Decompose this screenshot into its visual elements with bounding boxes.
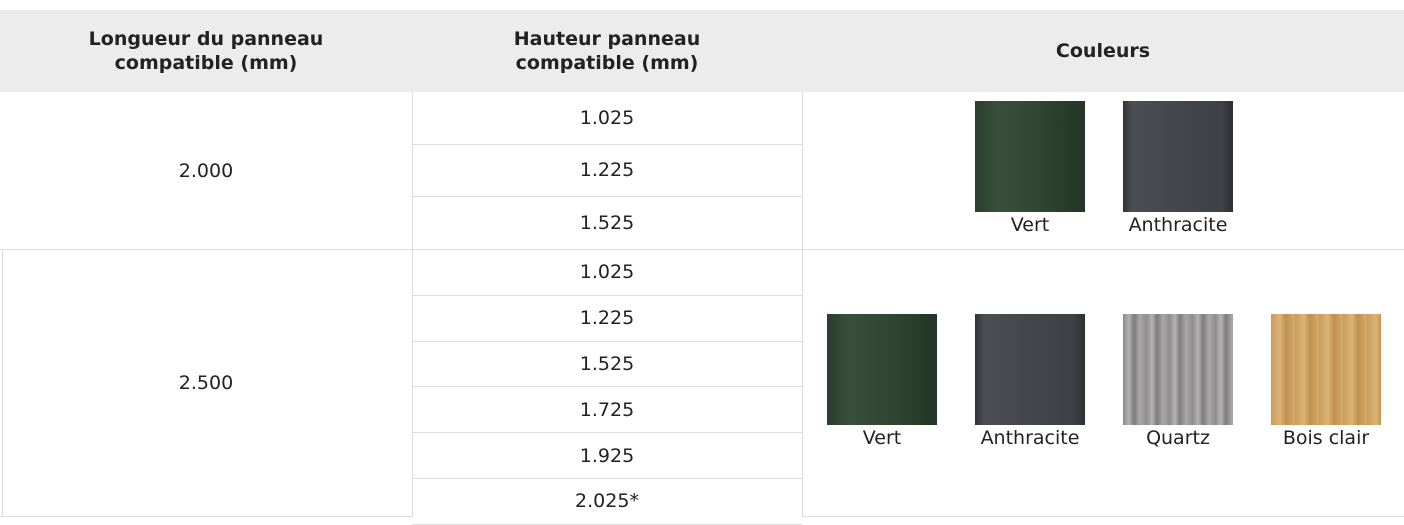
height-cell: 1.925 — [412, 433, 802, 479]
header-cell: Longueur du panneau compatible (mm) — [0, 10, 412, 92]
height-cell: 1.225 — [412, 296, 802, 342]
color-swatch — [1123, 314, 1233, 425]
color-label: Quartz — [1103, 427, 1253, 453]
color-swatch — [975, 101, 1085, 212]
color-swatch — [1271, 314, 1381, 425]
color-swatch — [975, 314, 1085, 425]
color-label: Vert — [955, 214, 1105, 240]
left-border — [2, 250, 3, 517]
color-label: Vert — [807, 427, 957, 453]
height-cell: 1.525 — [412, 197, 802, 250]
height-cell: 1.025 — [412, 92, 802, 145]
color-label: Anthracite — [955, 427, 1105, 453]
height-cell: 2.025* — [412, 479, 802, 525]
color-label: Bois clair — [1251, 427, 1401, 453]
column-divider — [412, 92, 413, 517]
height-cell: 1.525 — [412, 342, 802, 388]
color-swatch — [1123, 101, 1233, 212]
length-cell: 2.500 — [0, 250, 412, 517]
height-cell: 1.025 — [412, 250, 802, 296]
column-divider — [802, 92, 803, 517]
height-cell: 1.225 — [412, 145, 802, 198]
header-cell: Couleurs — [802, 10, 1404, 92]
color-swatch — [827, 314, 937, 425]
header-cell: Hauteur panneau compatible (mm) — [412, 10, 802, 92]
height-cell: 1.725 — [412, 387, 802, 433]
color-label: Anthracite — [1103, 214, 1253, 240]
table: Longueur du panneau compatible (mm)Haute… — [0, 0, 1404, 517]
length-cell: 2.000 — [0, 92, 412, 250]
